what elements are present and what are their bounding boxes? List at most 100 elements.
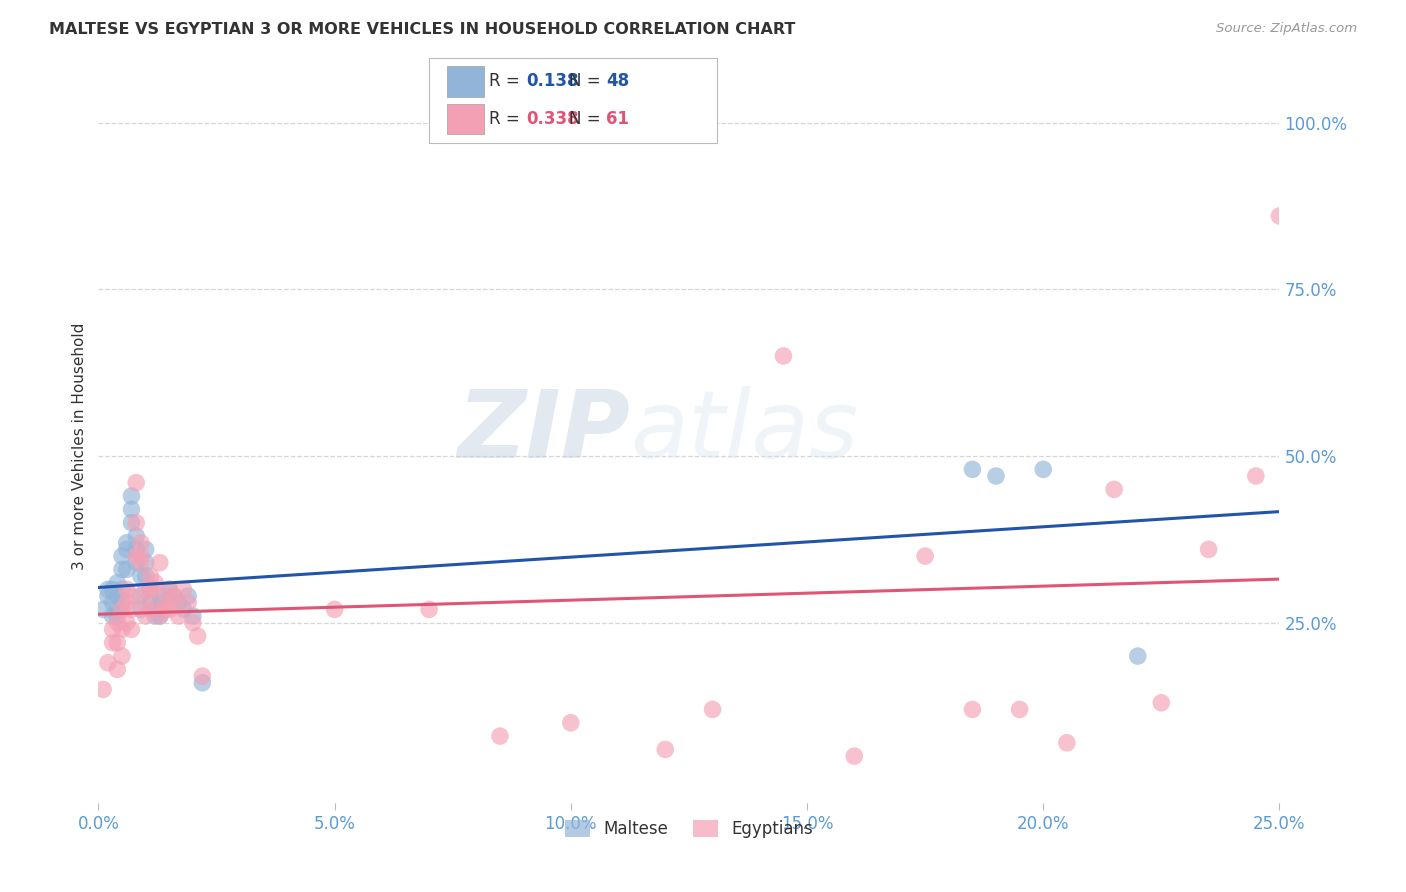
Point xyxy=(962,462,984,476)
Point xyxy=(115,535,138,549)
Point xyxy=(191,675,214,690)
Point xyxy=(111,623,134,637)
Point xyxy=(962,702,984,716)
Point xyxy=(129,549,152,563)
Point xyxy=(1150,696,1173,710)
Text: 48: 48 xyxy=(606,72,628,90)
Point xyxy=(125,556,148,570)
Text: atlas: atlas xyxy=(630,386,858,477)
Point xyxy=(121,589,143,603)
Point xyxy=(153,589,176,603)
Point xyxy=(115,582,138,597)
Point xyxy=(167,596,190,610)
Point xyxy=(125,542,148,557)
Point xyxy=(105,575,128,590)
Point xyxy=(1056,736,1078,750)
Point xyxy=(153,602,176,616)
Point xyxy=(149,609,172,624)
Point xyxy=(97,582,120,597)
Point xyxy=(143,609,166,624)
Point xyxy=(191,669,214,683)
Point xyxy=(177,589,200,603)
Point xyxy=(844,749,866,764)
Point xyxy=(139,582,162,597)
Point xyxy=(101,609,124,624)
Point xyxy=(418,602,440,616)
Text: Source: ZipAtlas.com: Source: ZipAtlas.com xyxy=(1216,22,1357,36)
Point xyxy=(121,602,143,616)
Point xyxy=(1032,462,1054,476)
Point xyxy=(111,596,134,610)
Point xyxy=(91,602,114,616)
Point xyxy=(111,562,134,576)
Point xyxy=(121,516,143,530)
Point xyxy=(101,596,124,610)
Point xyxy=(172,602,194,616)
Point xyxy=(111,582,134,597)
Point xyxy=(1244,469,1267,483)
Point xyxy=(1008,702,1031,716)
Point xyxy=(105,589,128,603)
Point xyxy=(97,656,120,670)
Point xyxy=(129,602,152,616)
Point xyxy=(121,623,143,637)
Point xyxy=(187,629,209,643)
Point xyxy=(101,623,124,637)
Point xyxy=(115,562,138,576)
Point xyxy=(139,569,162,583)
Text: 0.138: 0.138 xyxy=(526,72,578,90)
Point xyxy=(135,582,157,597)
Point xyxy=(111,602,134,616)
Point xyxy=(181,609,204,624)
Text: N =: N = xyxy=(569,111,606,128)
Point xyxy=(115,542,138,557)
Point xyxy=(115,615,138,630)
Point xyxy=(489,729,512,743)
Point xyxy=(1126,649,1149,664)
Point xyxy=(181,615,204,630)
Point xyxy=(91,682,114,697)
Text: 61: 61 xyxy=(606,111,628,128)
Point xyxy=(139,582,162,597)
Point xyxy=(121,489,143,503)
Point xyxy=(1102,483,1125,497)
Point xyxy=(97,589,120,603)
Point xyxy=(125,529,148,543)
Point xyxy=(115,596,138,610)
Point xyxy=(772,349,794,363)
Point xyxy=(105,615,128,630)
Point xyxy=(1268,209,1291,223)
Point xyxy=(149,596,172,610)
Point xyxy=(139,602,162,616)
Point xyxy=(101,582,124,597)
Point xyxy=(125,549,148,563)
Point xyxy=(105,602,128,616)
Point xyxy=(129,535,152,549)
Point xyxy=(101,636,124,650)
Point xyxy=(105,609,128,624)
Point xyxy=(323,602,346,616)
Text: R =: R = xyxy=(489,72,526,90)
Text: MALTESE VS EGYPTIAN 3 OR MORE VEHICLES IN HOUSEHOLD CORRELATION CHART: MALTESE VS EGYPTIAN 3 OR MORE VEHICLES I… xyxy=(49,22,796,37)
Point xyxy=(153,602,176,616)
Point xyxy=(157,582,180,597)
Point xyxy=(149,609,172,624)
Point xyxy=(135,596,157,610)
Point xyxy=(654,742,676,756)
Text: ZIP: ZIP xyxy=(457,385,630,478)
Point xyxy=(105,662,128,676)
Point xyxy=(163,596,186,610)
Point xyxy=(135,609,157,624)
Point xyxy=(129,556,152,570)
Point xyxy=(139,596,162,610)
Point xyxy=(129,589,152,603)
Point xyxy=(135,542,157,557)
Point xyxy=(135,569,157,583)
Point xyxy=(135,556,157,570)
Point xyxy=(167,609,190,624)
Text: N =: N = xyxy=(569,72,606,90)
Point xyxy=(163,589,186,603)
Point xyxy=(143,602,166,616)
Point xyxy=(984,469,1007,483)
Point xyxy=(157,602,180,616)
